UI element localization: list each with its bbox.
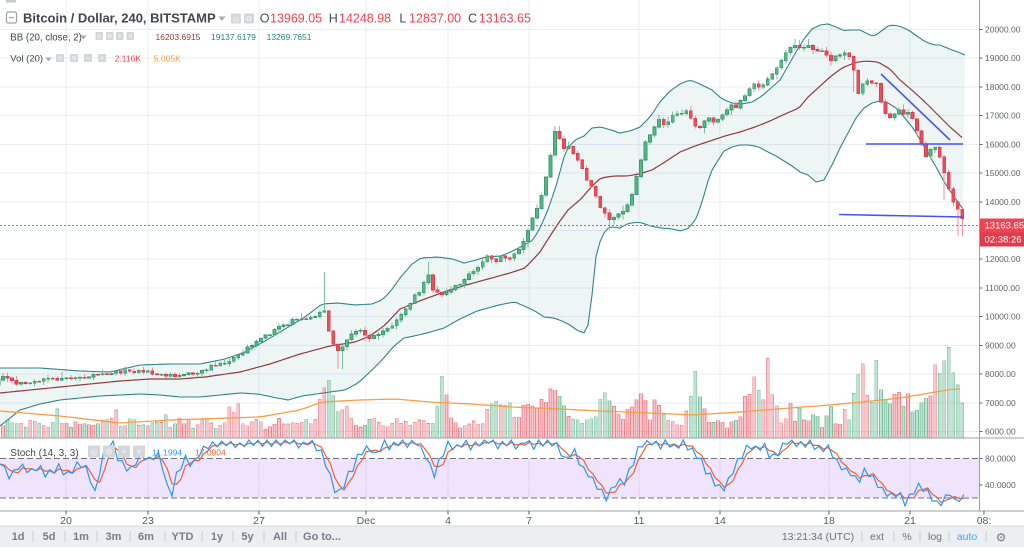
svg-text:Stoch (14, 3, 3): Stoch (14, 3, 3): [10, 448, 78, 459]
svg-text:YTD: YTD: [172, 531, 194, 543]
svg-text:80.0000: 80.0000: [985, 454, 1016, 464]
svg-text:⚙: ⚙: [105, 447, 112, 456]
svg-text:×: ×: [136, 447, 141, 457]
svg-text:11: 11: [634, 515, 645, 527]
svg-text:16203.6915: 16203.6915: [156, 32, 201, 42]
svg-text:6m: 6m: [138, 531, 154, 543]
svg-text:7000.00: 7000.00: [985, 398, 1016, 408]
svg-text:1y: 1y: [211, 531, 224, 543]
svg-text:16000.00: 16000.00: [985, 139, 1021, 149]
svg-text:19137.6179: 19137.6179: [211, 32, 256, 42]
svg-text:13163.65: 13163.65: [985, 221, 1024, 232]
svg-text:13269.7651: 13269.7651: [267, 32, 312, 42]
svg-text:19000.00: 19000.00: [985, 53, 1021, 63]
svg-text:6000.00: 6000.00: [985, 427, 1016, 437]
svg-text:⚙: ⚙: [996, 531, 1007, 545]
svg-text:02:38:26: 02:38:26: [985, 235, 1022, 246]
svg-text:7: 7: [526, 515, 532, 527]
svg-text:⚙: ⚙: [107, 33, 112, 40]
svg-text:12000.00: 12000.00: [985, 254, 1021, 264]
svg-text:Bitcoin / Dollar, 240, BITSTAM: Bitcoin / Dollar, 240, BITSTAMP: [23, 11, 216, 26]
svg-text:20000.00: 20000.00: [985, 25, 1021, 35]
svg-text:%: %: [902, 531, 911, 543]
svg-text:11000.00: 11000.00: [985, 283, 1020, 293]
svg-text:12837.00: 12837.00: [409, 12, 461, 26]
svg-text:14000.00: 14000.00: [985, 197, 1021, 207]
svg-text:1m: 1m: [73, 531, 89, 543]
svg-text:+: +: [121, 447, 126, 457]
svg-text:ext: ext: [870, 531, 884, 543]
svg-text:18: 18: [823, 515, 835, 527]
svg-text:⚙: ⚙: [245, 14, 252, 23]
svg-text:1d: 1d: [12, 531, 25, 543]
svg-text:L: L: [399, 12, 406, 26]
svg-text:23: 23: [142, 515, 154, 527]
svg-text:+: +: [118, 34, 122, 41]
svg-text:27: 27: [253, 515, 265, 527]
svg-text:auto: auto: [957, 531, 978, 543]
svg-text:◎: ◎: [57, 56, 62, 62]
svg-text:+: +: [86, 56, 90, 63]
svg-text:9000.00: 9000.00: [985, 340, 1016, 350]
svg-text:13163.65: 13163.65: [479, 12, 531, 26]
svg-text:All: All: [273, 531, 287, 543]
svg-text:Dec: Dec: [357, 515, 376, 527]
svg-text:log: log: [928, 531, 942, 543]
svg-text:⚙: ⚙: [71, 55, 76, 62]
svg-text:14248.98: 14248.98: [339, 12, 391, 26]
svg-text:13:21:34 (UTC): 13:21:34 (UTC): [782, 531, 854, 543]
svg-text:◎: ◎: [97, 34, 102, 40]
svg-text:◎: ◎: [233, 14, 240, 23]
svg-text:O: O: [260, 12, 270, 26]
svg-text:20: 20: [60, 515, 72, 527]
svg-text:Go to...: Go to...: [303, 531, 341, 543]
svg-text:2.116K: 2.116K: [115, 54, 142, 64]
svg-text:C: C: [468, 12, 477, 26]
svg-text:11.1994: 11.1994: [152, 448, 182, 458]
svg-text:13969.05: 13969.05: [270, 12, 322, 26]
svg-text:18000.00: 18000.00: [985, 82, 1021, 92]
svg-text:Vol (20): Vol (20): [10, 54, 43, 65]
svg-text:5y: 5y: [241, 531, 254, 543]
svg-text:5.005K: 5.005K: [154, 54, 181, 64]
svg-text:3m: 3m: [106, 531, 122, 543]
svg-text:◎: ◎: [91, 447, 98, 456]
svg-text:21: 21: [904, 515, 916, 527]
svg-text:8000.00: 8000.00: [985, 369, 1016, 379]
svg-text:5d: 5d: [43, 531, 56, 543]
svg-text:08:: 08:: [977, 515, 992, 527]
svg-text:BB (20, close, 2): BB (20, close, 2): [10, 32, 82, 43]
svg-text:17000.00: 17000.00: [985, 111, 1021, 121]
svg-text:×: ×: [128, 34, 132, 41]
svg-text:15000.00: 15000.00: [985, 168, 1021, 178]
svg-text:H: H: [329, 12, 338, 26]
svg-text:×: ×: [100, 56, 104, 63]
svg-text:10000.00: 10000.00: [985, 312, 1021, 322]
svg-text:4: 4: [445, 515, 451, 527]
svg-text:17.0904: 17.0904: [195, 448, 226, 458]
svg-text:14: 14: [714, 515, 726, 527]
svg-text:40.0000: 40.0000: [985, 480, 1016, 490]
